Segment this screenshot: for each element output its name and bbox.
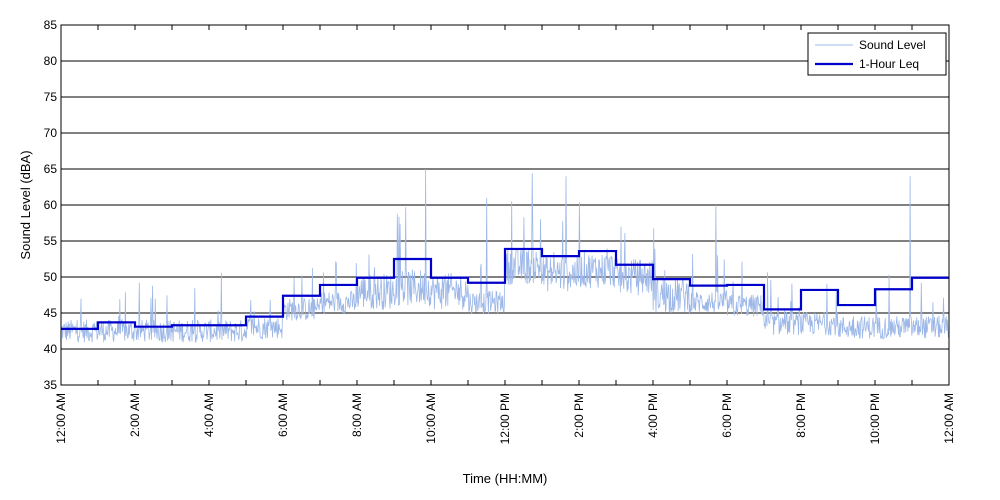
x-tick-label-2: 4:00 AM [202,393,216,437]
y-tick-label-75: 75 [44,90,58,104]
x-tick-label-8: 4:00 PM [646,393,660,438]
y-tick-label-70: 70 [44,126,58,140]
x-tick-label-6: 12:00 PM [498,393,512,444]
y-tick-label-85: 85 [44,18,58,32]
x-tick-label-1: 2:00 AM [128,393,142,437]
y-tick-label-60: 60 [44,198,58,212]
x-tick-label-12: 12:00 AM [942,393,956,444]
y-tick-label-50: 50 [44,270,58,284]
legend-label-sound-level: Sound Level [859,38,926,52]
legend: Sound Level 1-Hour Leq [807,32,947,76]
x-tick-label-5: 10:00 AM [424,393,438,444]
x-tick-label-3: 6:00 AM [276,393,290,437]
leq-step-line [61,247,949,330]
x-tick-label-10: 8:00 PM [794,393,808,438]
y-tick-label-45: 45 [44,306,58,320]
x-tick-label-11: 10:00 PM [868,393,882,444]
x-axis-title: Time (HH:MM) [463,471,548,486]
y-tick-label-55: 55 [44,234,58,248]
y-tick-label-65: 65 [44,162,58,176]
x-tick-label-0: 12:00 AM [54,393,68,444]
y-tick-label-35: 35 [44,378,58,392]
x-tick-label-9: 6:00 PM [720,393,734,438]
y-axis: 35 40 45 50 55 60 65 70 75 80 85 [44,18,66,392]
legend-box [807,32,947,76]
y-axis-title: Sound Level (dBA) [18,150,33,259]
legend-label-leq: 1-Hour Leq [859,57,919,71]
y-tick-label-80: 80 [44,54,58,68]
x-axis: 12:00 AM 2:00 AM 4:00 AM 6:00 AM 8:00 AM 10:0… [54,25,956,444]
leq-series [61,247,949,330]
x-tick-label-7: 2:00 PM [572,393,586,438]
y-tick-label-40: 40 [44,342,58,356]
x-tick-label-4: 8:00 AM [350,393,364,437]
